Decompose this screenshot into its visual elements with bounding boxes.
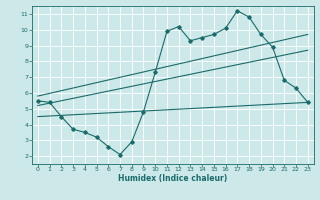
X-axis label: Humidex (Indice chaleur): Humidex (Indice chaleur) [118, 174, 228, 183]
